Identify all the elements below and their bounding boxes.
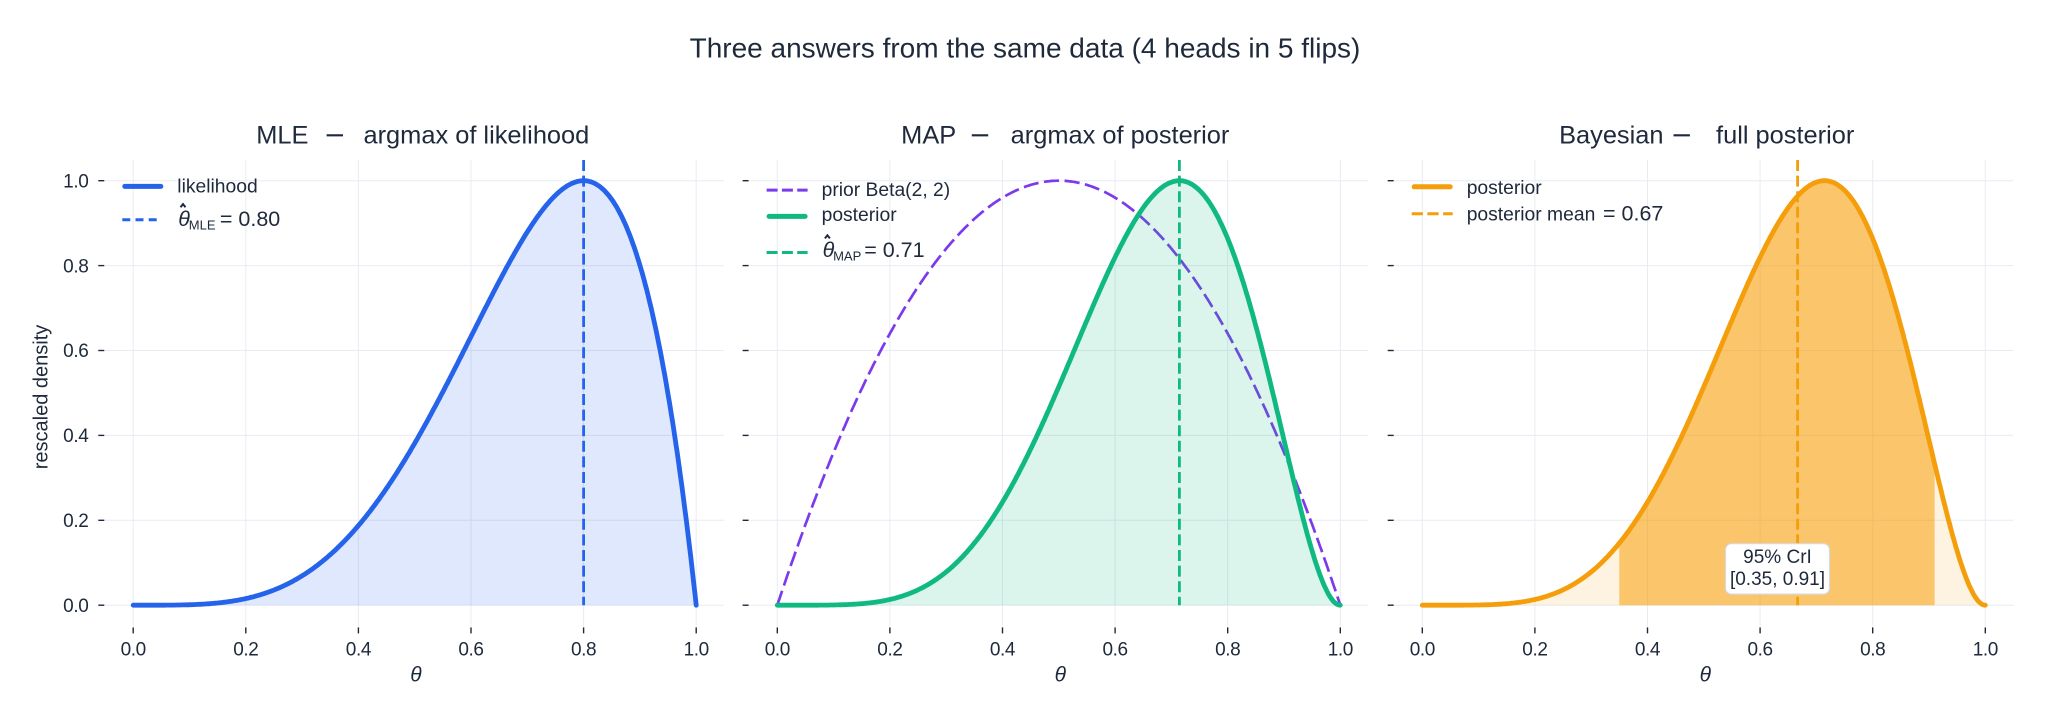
svg-text:[0.35, 0.91]: [0.35, 0.91] (1730, 569, 1825, 590)
svg-text:posterior: posterior (1467, 178, 1543, 199)
svg-text:argmax of posterior: argmax of posterior (1011, 121, 1230, 149)
svg-text:0.0: 0.0 (1410, 639, 1435, 660)
svg-text:0.4: 0.4 (990, 639, 1016, 660)
svg-text:0.0: 0.0 (63, 596, 88, 617)
svg-text:0.0: 0.0 (121, 639, 146, 660)
svg-text:0.6: 0.6 (1102, 639, 1127, 660)
svg-text:0.8: 0.8 (1215, 639, 1240, 660)
svg-text:posterior mean: posterior mean (1467, 204, 1596, 225)
svg-text:0.8: 0.8 (571, 639, 596, 660)
svg-text:θ: θ (178, 207, 190, 231)
svg-text:0.2: 0.2 (877, 639, 902, 660)
svg-text:likelihood: likelihood (177, 177, 257, 198)
svg-text:argmax of likelihood: argmax of likelihood (363, 121, 589, 149)
svg-text:0.8: 0.8 (63, 256, 88, 277)
svg-text:0.4: 0.4 (1635, 639, 1661, 660)
svg-text:1.0: 1.0 (63, 171, 88, 192)
svg-text:MLE: MLE (256, 121, 308, 149)
svg-text:0.2: 0.2 (233, 639, 258, 660)
svg-text:0.6: 0.6 (1747, 639, 1772, 660)
svg-text:full posterior: full posterior (1716, 121, 1855, 149)
svg-text:0.6: 0.6 (63, 341, 88, 362)
svg-text:0.6: 0.6 (458, 639, 483, 660)
svg-text:= 0.67: = 0.67 (1603, 201, 1663, 225)
svg-text:MAP: MAP (901, 121, 956, 149)
svg-text:Bayesian: Bayesian (1559, 121, 1663, 149)
svg-text:θ: θ (1055, 664, 1067, 687)
svg-text:0.2: 0.2 (1522, 639, 1547, 660)
svg-text:0.4: 0.4 (346, 639, 372, 660)
svg-text:Three answers from the same da: Three answers from the same data (4 head… (690, 33, 1361, 64)
svg-text:0.0: 0.0 (765, 639, 790, 660)
svg-text:1.0: 1.0 (1328, 639, 1353, 660)
svg-text:posterior: posterior (822, 205, 898, 226)
svg-text:95% CrI: 95% CrI (1743, 547, 1812, 568)
svg-text:= 0.71: = 0.71 (864, 238, 924, 262)
svg-text:prior Beta(2, 2): prior Beta(2, 2) (822, 180, 951, 201)
svg-text:MLE: MLE (189, 217, 216, 232)
svg-text:= 0.80: = 0.80 (220, 207, 280, 231)
svg-text:1.0: 1.0 (684, 639, 709, 660)
svg-text:0.4: 0.4 (63, 426, 89, 447)
svg-text:MAP: MAP (833, 249, 861, 264)
svg-text:0.8: 0.8 (1860, 639, 1885, 660)
svg-text:θ: θ (823, 238, 835, 262)
svg-text:θ: θ (1700, 664, 1712, 687)
svg-text:θ: θ (410, 664, 422, 687)
svg-text:1.0: 1.0 (1973, 639, 1998, 660)
svg-text:rescaled density: rescaled density (31, 325, 53, 470)
svg-text:0.2: 0.2 (63, 511, 88, 532)
